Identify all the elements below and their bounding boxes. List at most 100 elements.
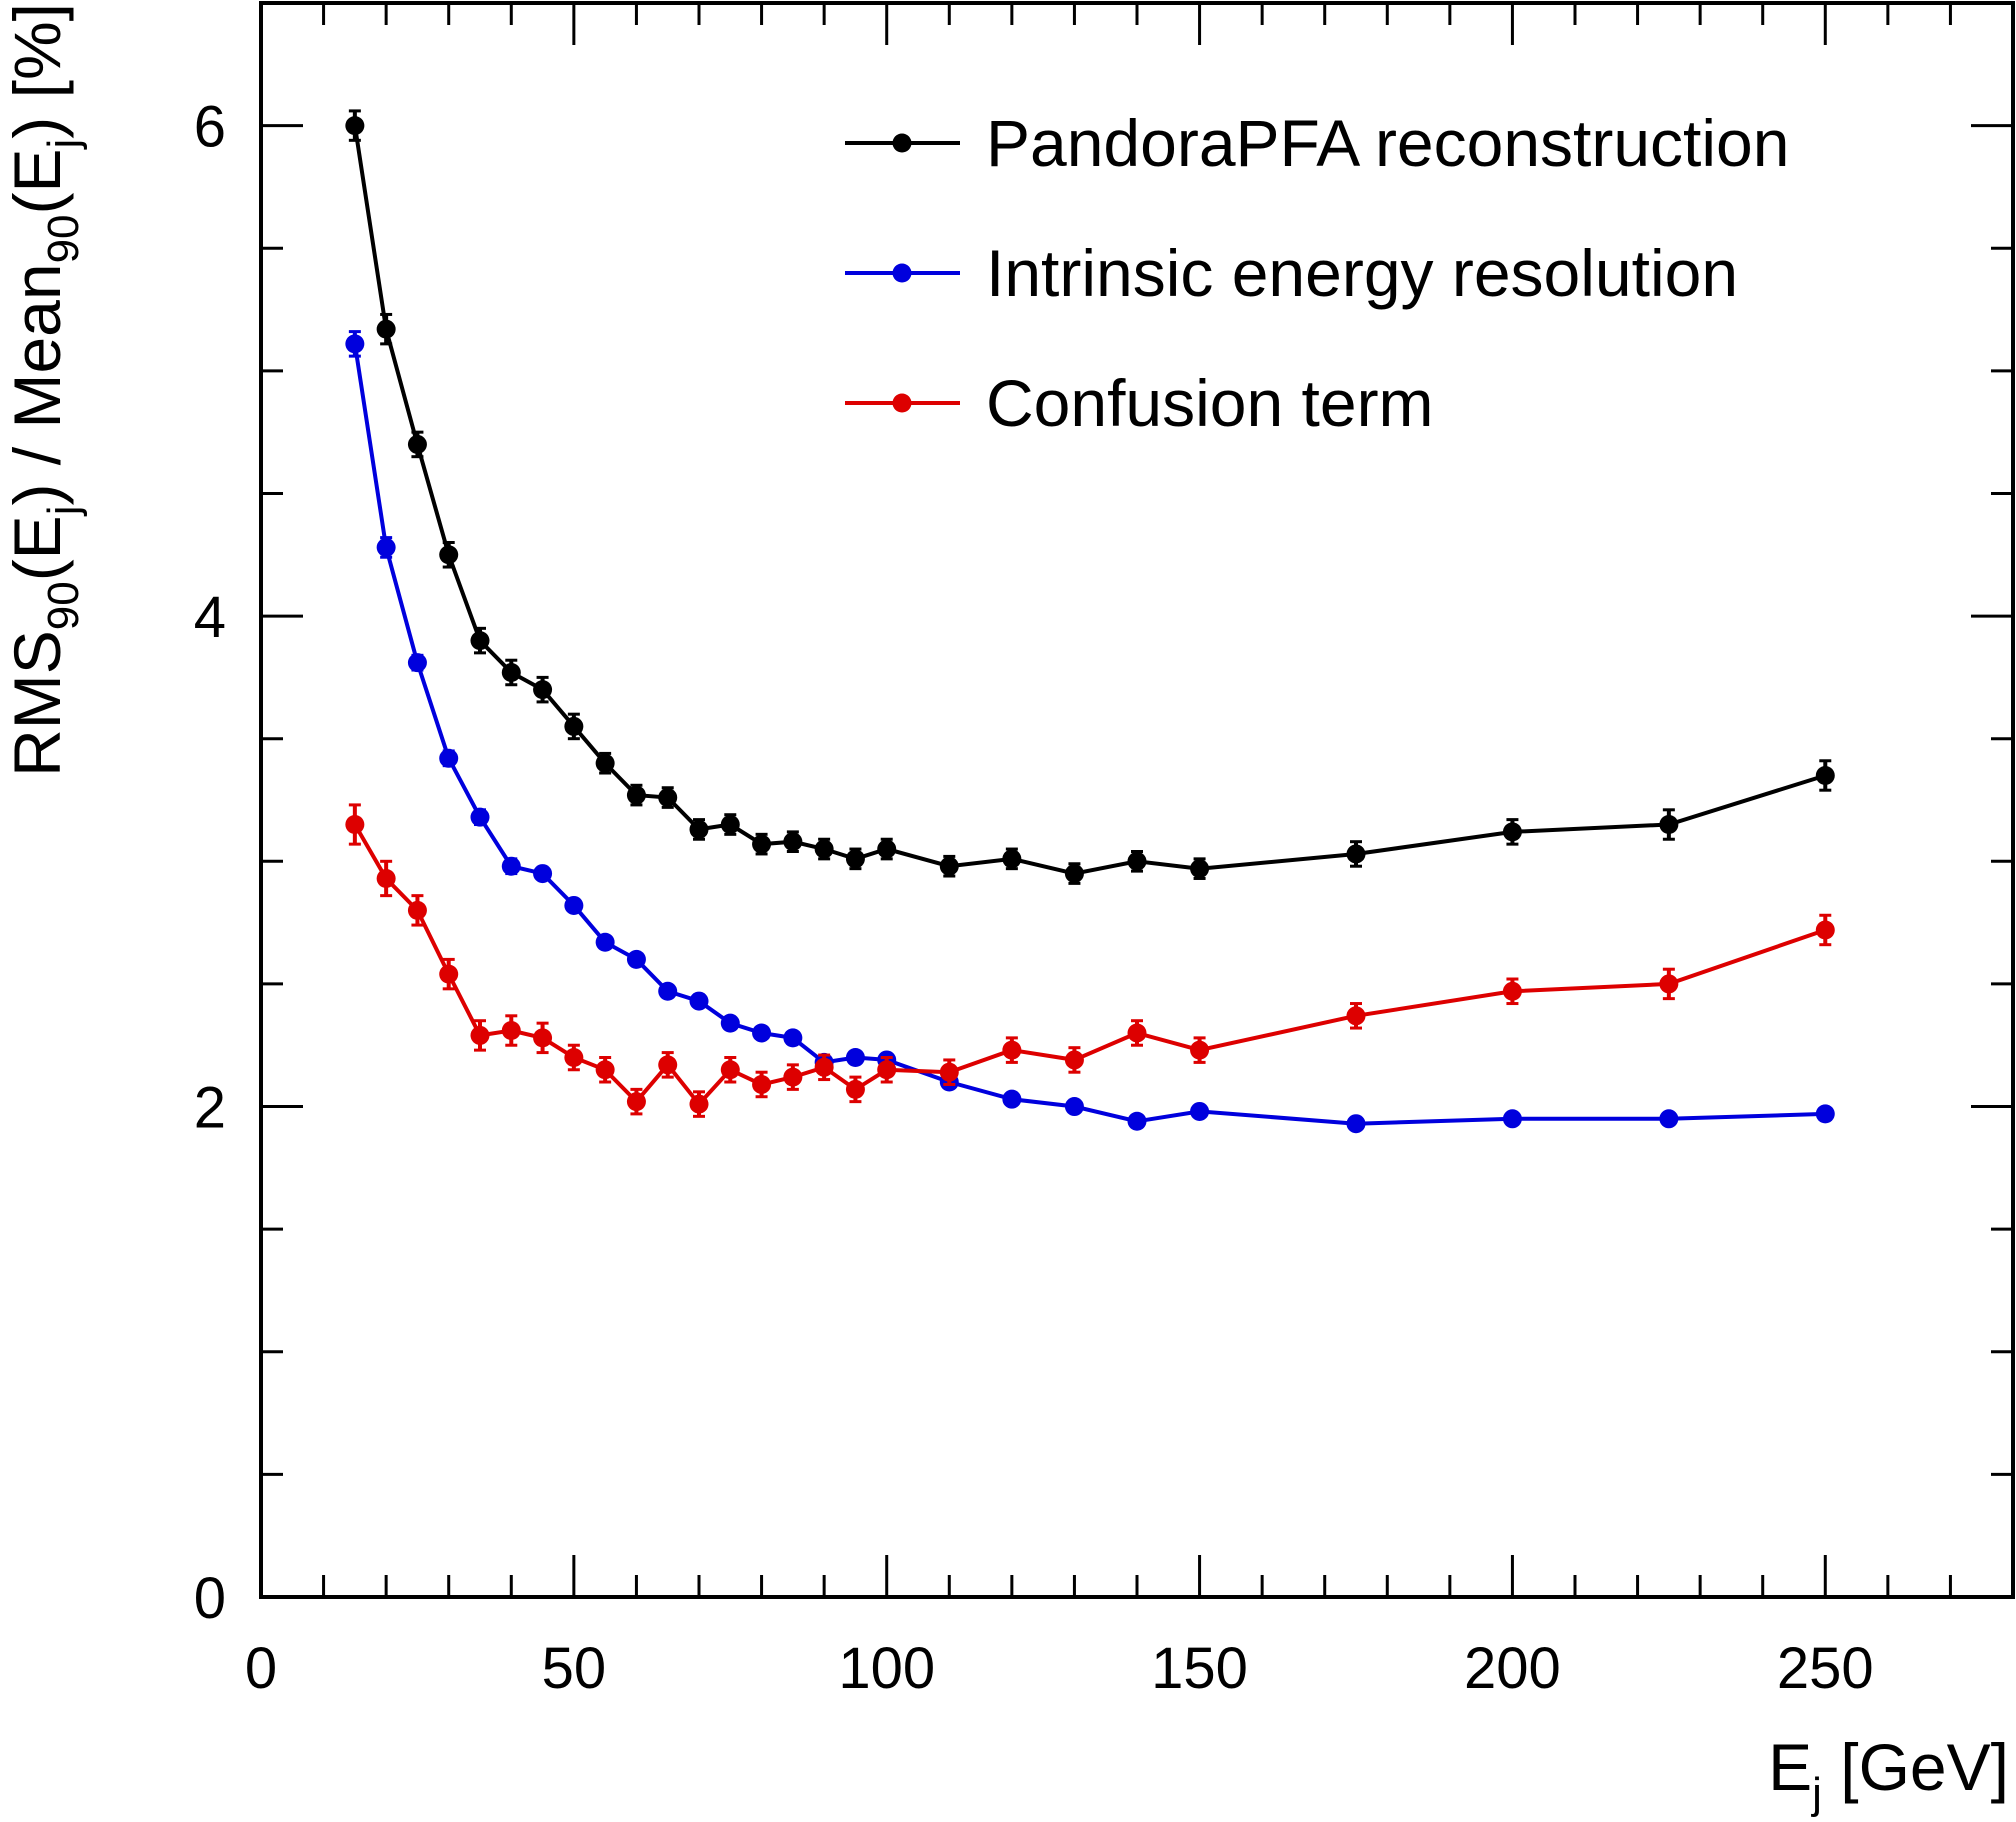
- legend-label: Intrinsic energy resolution: [986, 236, 1738, 310]
- x-tick-label: 200: [1464, 1636, 1561, 1701]
- data-point: [564, 716, 584, 736]
- data-point: [1190, 1040, 1210, 1060]
- data-point: [501, 1021, 521, 1041]
- data-point: [1002, 1040, 1022, 1060]
- data-point: [877, 1060, 897, 1080]
- data-point: [658, 1055, 678, 1075]
- data-point: [720, 815, 740, 835]
- data-point: [533, 1028, 553, 1048]
- data-point: [814, 839, 834, 859]
- data-point: [1064, 864, 1084, 884]
- data-point: [1127, 1023, 1147, 1043]
- data-point: [501, 662, 521, 682]
- data-point: [1659, 815, 1679, 835]
- legend-marker: [892, 263, 912, 283]
- data-point: [1064, 1050, 1084, 1070]
- data-point: [564, 1047, 584, 1067]
- x-axis: 0 50 100 150 200 250: [245, 3, 2015, 1701]
- data-point: [1002, 1089, 1022, 1109]
- data-point: [1190, 1101, 1210, 1121]
- data-point: [658, 981, 678, 1001]
- x-tick-label: 0: [245, 1636, 277, 1701]
- data-point: [470, 807, 490, 827]
- data-point: [1502, 1109, 1522, 1129]
- data-point: [1346, 1114, 1366, 1134]
- legend-item-1: Intrinsic energy resolution: [845, 236, 1738, 310]
- data-point: [470, 631, 490, 651]
- y-axis: 0 2 4 6: [194, 1, 2013, 1631]
- data-point: [814, 1057, 834, 1077]
- data-point: [1502, 822, 1522, 842]
- data-point: [533, 864, 553, 884]
- data-point: [845, 1079, 865, 1099]
- data-point: [1127, 1111, 1147, 1131]
- data-point: [752, 834, 772, 854]
- data-point: [376, 537, 396, 557]
- data-point: [626, 1092, 646, 1112]
- y-tick-label: 6: [194, 95, 226, 160]
- data-point: [1659, 1109, 1679, 1129]
- data-point: [407, 653, 427, 673]
- series-layer: [345, 109, 1835, 1134]
- data-point: [345, 815, 365, 835]
- series-0: [345, 109, 1835, 885]
- x-tick-label: 150: [1151, 1636, 1248, 1701]
- data-point: [626, 949, 646, 969]
- data-point: [658, 788, 678, 808]
- y-tick-label: 2: [194, 1076, 226, 1141]
- data-point: [376, 319, 396, 339]
- axis-titles: Ej [GeV] RMS90(Ej) / Mean90(Ej) [%]: [0, 3, 2009, 1818]
- data-point: [720, 1060, 740, 1080]
- data-point: [345, 334, 365, 354]
- data-point: [1190, 859, 1210, 879]
- data-point: [1346, 1006, 1366, 1026]
- data-point: [783, 832, 803, 852]
- data-point: [752, 1023, 772, 1043]
- data-point: [470, 1025, 490, 1045]
- data-point: [564, 895, 584, 915]
- data-point: [845, 1047, 865, 1067]
- data-point: [595, 1060, 615, 1080]
- data-point: [1502, 981, 1522, 1001]
- data-point: [689, 1094, 709, 1114]
- y-tick-label: 0: [194, 1566, 226, 1631]
- data-point: [626, 785, 646, 805]
- data-point: [533, 680, 553, 700]
- data-point: [407, 900, 427, 920]
- data-point: [595, 753, 615, 773]
- data-point: [407, 434, 427, 454]
- data-point: [877, 839, 897, 859]
- legend-marker: [892, 133, 912, 153]
- data-point: [939, 856, 959, 876]
- series-2: [345, 803, 1835, 1118]
- data-point: [1346, 844, 1366, 864]
- data-point: [783, 1028, 803, 1048]
- series-1: [345, 330, 1835, 1134]
- legend-label: PandoraPFA reconstruction: [986, 106, 1789, 180]
- data-point: [720, 1013, 740, 1033]
- data-point: [1659, 974, 1679, 994]
- data-point: [595, 932, 615, 952]
- legend: PandoraPFA reconstruction Intrinsic energ…: [845, 106, 1789, 440]
- legend-marker: [892, 393, 912, 413]
- data-point: [752, 1074, 772, 1094]
- data-point: [439, 748, 459, 768]
- data-point: [439, 545, 459, 565]
- x-tick-label: 250: [1777, 1636, 1874, 1701]
- data-point: [376, 868, 396, 888]
- data-point: [1815, 765, 1835, 785]
- legend-item-2: Confusion term: [845, 366, 1434, 440]
- legend-item-0: PandoraPFA reconstruction: [845, 106, 1789, 180]
- data-point: [439, 964, 459, 984]
- data-point: [1002, 849, 1022, 869]
- data-point: [845, 849, 865, 869]
- data-point: [501, 856, 521, 876]
- x-tick-label: 50: [542, 1636, 607, 1701]
- data-point: [939, 1062, 959, 1082]
- y-tick-label: 4: [194, 585, 226, 650]
- data-point: [1815, 1104, 1835, 1124]
- legend-label: Confusion term: [986, 366, 1434, 440]
- x-tick-label: 100: [838, 1636, 935, 1701]
- data-point: [783, 1067, 803, 1087]
